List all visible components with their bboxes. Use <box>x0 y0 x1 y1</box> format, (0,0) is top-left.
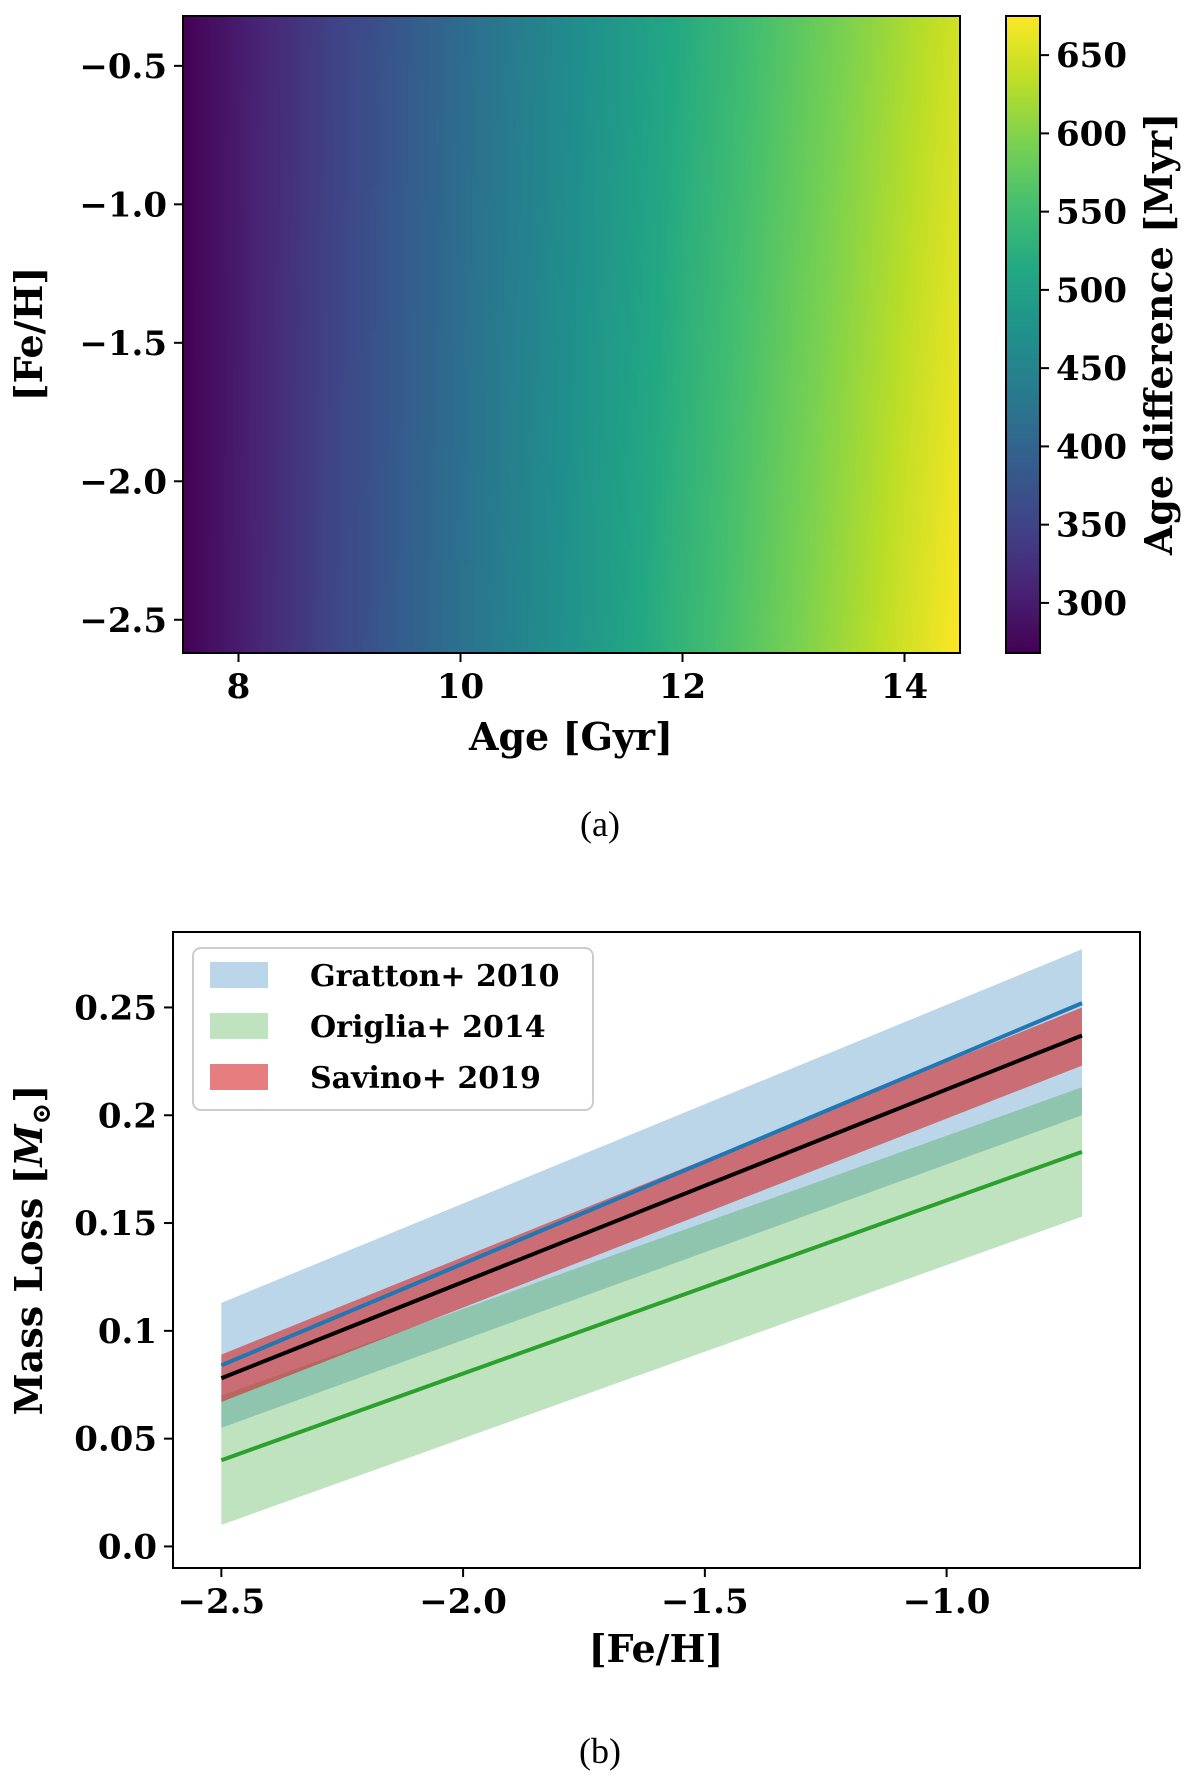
legend-swatch <box>210 962 268 988</box>
legend-swatch <box>210 1064 268 1090</box>
mass-loss-x-tick-label: −2.0 <box>419 1582 507 1622</box>
heatmap-x-tick-label: 12 <box>659 667 706 707</box>
mass-loss-frame <box>172 931 1141 1569</box>
heatmap-y-tick-label: −2.0 <box>79 462 167 502</box>
heatmap-x-tick-label: 8 <box>227 667 251 707</box>
legend-label: Savino+ 2019 <box>310 1061 541 1096</box>
mass-loss-y-label-subscript: ⊙ <box>27 1103 57 1125</box>
line-gratton-2010 <box>220 1001 1083 1368</box>
mass-loss-x-tick-label: −1.5 <box>661 1582 749 1622</box>
legend-label: Gratton+ 2010 <box>310 959 559 994</box>
mass-loss-x-tick-label: −1.0 <box>903 1582 991 1622</box>
panel-a-heatmap: 8 10 12 14 −0.5 −1.0 −1.5 −2.0 −2.5 Age [Gyr] [… <box>6 15 1181 844</box>
heatmap-y-tick-label: −0.5 <box>79 47 167 87</box>
mass-loss-lines <box>220 1001 1083 1463</box>
heatmap-x-axis-label: Age [Gyr] <box>468 714 673 759</box>
heatmap-x-tick-label: 10 <box>437 667 484 707</box>
line-origlia-2014 <box>220 1150 1083 1463</box>
heatmap-y-ticks: −0.5 −1.0 −1.5 −2.0 −2.5 <box>79 47 183 641</box>
line-savino-2019 <box>220 1033 1083 1381</box>
heatmap-y-tick-label: −1.0 <box>79 185 167 225</box>
mass-loss-y-tick-label: 0.1 <box>98 1312 157 1352</box>
mass-loss-y-tick-label: 0.05 <box>74 1420 157 1460</box>
mass-loss-x-ticks: −2.5 −2.0 −1.5 −1.0 <box>178 1568 991 1622</box>
mass-loss-y-tick-label: 0.2 <box>98 1096 157 1136</box>
legend-label: Origlia+ 2014 <box>310 1010 546 1045</box>
legend-swatch <box>210 1013 268 1039</box>
mass-loss-y-axis-label: Mass Loss [M⊙] <box>6 1085 57 1416</box>
colorbar <box>1006 16 1040 653</box>
colorbar-tick-label: 550 <box>1056 193 1127 233</box>
mass-loss-y-tick-label: 0.0 <box>98 1527 157 1567</box>
heatmap-y-tick-label: −1.5 <box>79 324 167 364</box>
colorbar-ticks: 300 350 400 450 500 550 600 650 <box>1040 36 1127 624</box>
colorbar-tick-label: 300 <box>1056 584 1127 624</box>
band-savino-2019 <box>221 1007 1082 1402</box>
colorbar-tick-label: 400 <box>1056 427 1127 467</box>
legend-box <box>192 947 594 1111</box>
mass-loss-x-axis-label: [Fe/H] <box>589 1626 724 1671</box>
colorbar-tick-label: 600 <box>1056 114 1127 154</box>
colorbar-frame <box>1005 15 1041 654</box>
mass-loss-y-tick-label: 0.25 <box>74 988 157 1028</box>
colorbar-label: Age difference [Myr] <box>1136 113 1181 556</box>
mass-loss-y-label-close: ] <box>6 1085 51 1103</box>
legend: Gratton+ 2010 Origlia+ 2014 Savino+ 2019 <box>192 947 594 1111</box>
mass-loss-x-tick-label: −2.5 <box>178 1582 266 1622</box>
mass-loss-y-tick-label: 0.15 <box>74 1204 157 1244</box>
mass-loss-y-label-symbol: M <box>6 1124 51 1169</box>
heatmap-x-tick-label: 14 <box>881 667 928 707</box>
heatmap-frame <box>182 15 961 654</box>
mass-loss-y-ticks: 0.0 0.05 0.1 0.15 0.2 0.25 <box>74 988 173 1567</box>
colorbar-tick-label: 650 <box>1056 36 1127 76</box>
heatmap-y-tick-label: −2.5 <box>79 601 167 641</box>
heatmap-x-ticks: 8 10 12 14 <box>227 653 928 707</box>
heatmap-y-axis-label: [Fe/H] <box>6 267 51 402</box>
mass-loss-y-label-main: Mass Loss [ <box>6 1167 51 1416</box>
colorbar-tick-label: 350 <box>1056 506 1127 546</box>
caption-b: (b) <box>579 1731 621 1771</box>
caption-a: (a) <box>580 804 620 844</box>
colorbar-tick-label: 500 <box>1056 271 1127 311</box>
colorbar-tick-label: 450 <box>1056 349 1127 389</box>
panel-b-mass-loss: −2.5 −2.0 −1.5 −1.0 0.0 0.05 0.1 0.15 0.2 0.25 [… <box>6 931 1141 1771</box>
heatmap-image <box>183 16 960 653</box>
